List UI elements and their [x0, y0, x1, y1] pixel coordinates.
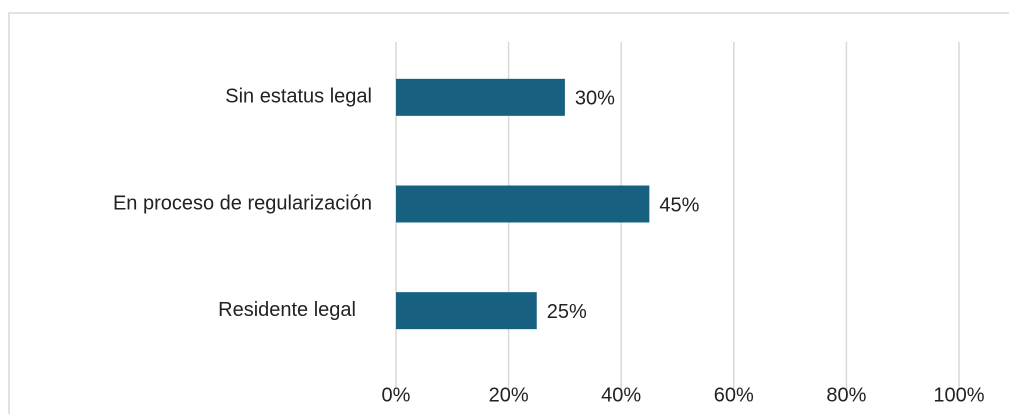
- x-tick-label: 40%: [601, 384, 641, 406]
- x-tick-label: 100%: [933, 384, 984, 406]
- x-tick-label: 60%: [714, 384, 754, 406]
- bar: [396, 292, 537, 330]
- y-tick-label: Sin estatus legal: [225, 86, 372, 108]
- data-label: 25%: [547, 301, 587, 323]
- chart-border: [8, 12, 1009, 414]
- data-label: 45%: [659, 194, 699, 216]
- bar: [396, 78, 565, 116]
- bar: [396, 185, 650, 223]
- y-tick-label: Residente legal: [218, 299, 356, 321]
- x-tick-label: 80%: [826, 384, 866, 406]
- y-tick-label: En proceso de regularización: [113, 192, 372, 214]
- x-tick-label: 0%: [382, 384, 411, 406]
- data-label: 30%: [575, 88, 615, 110]
- x-tick-label: 20%: [489, 384, 529, 406]
